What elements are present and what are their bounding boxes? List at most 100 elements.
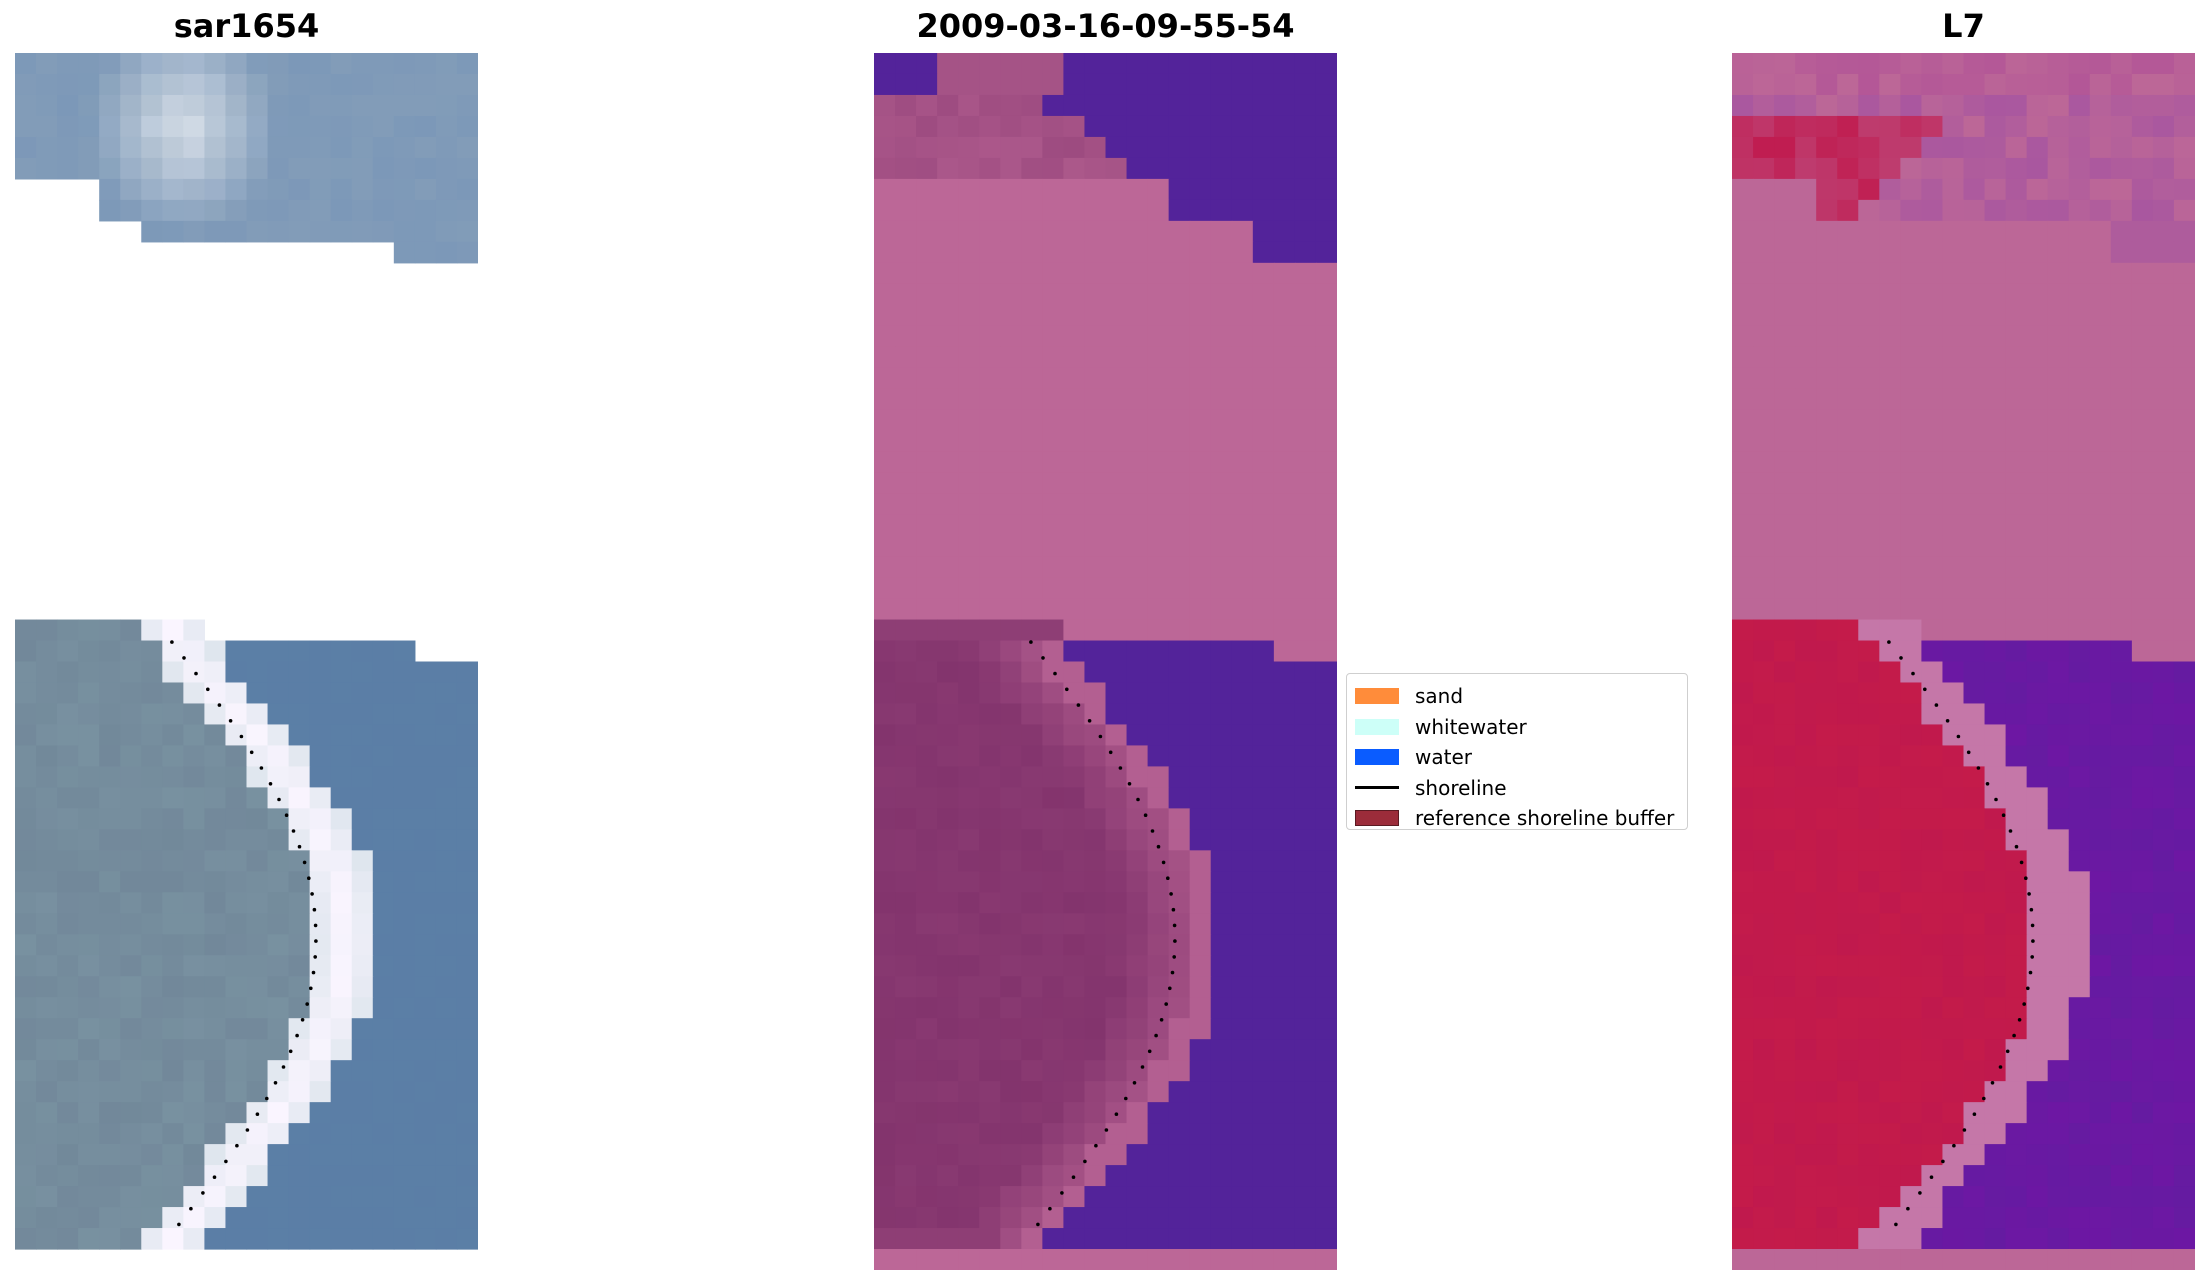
index-pixel — [2005, 115, 2028, 138]
rgb-pixel — [456, 745, 478, 768]
index-pixel — [2068, 1123, 2091, 1145]
rgb-pixel — [162, 1060, 184, 1082]
class-pixel — [1063, 892, 1086, 914]
rgb-pixel — [246, 1186, 269, 1208]
rgb-pixel — [267, 1060, 290, 1082]
index-pixel — [1921, 724, 1944, 747]
rgb-pixel — [351, 724, 374, 747]
index-pixel — [1879, 976, 1901, 998]
rgb-pixel — [456, 934, 478, 956]
index-pixel — [1795, 241, 1817, 264]
index-pixel — [1774, 724, 1796, 747]
class-pixel — [916, 1102, 938, 1124]
rgb-pixel — [288, 1186, 311, 1208]
class-pixel — [1252, 493, 1275, 516]
index-pixel — [1942, 682, 1965, 705]
class-pixel — [958, 640, 980, 663]
class-pixel — [1294, 346, 1317, 369]
index-pixel — [2026, 1123, 2049, 1145]
class-pixel — [937, 94, 959, 117]
class-pixel — [1147, 808, 1170, 830]
index-pixel — [1900, 325, 1923, 348]
shoreline-dot — [1159, 1018, 1164, 1022]
rgb-pixel — [57, 997, 79, 1019]
rgb-pixel — [225, 157, 248, 180]
class-pixel — [937, 577, 959, 600]
index-pixel — [2005, 409, 2028, 432]
index-pixel — [1774, 472, 1796, 495]
rgb-pixel — [309, 787, 332, 809]
index-pixel — [1837, 1123, 1859, 1145]
index-pixel — [1774, 262, 1796, 285]
class-pixel — [1000, 409, 1022, 432]
class-pixel — [1231, 850, 1254, 872]
index-pixel — [1858, 115, 1880, 138]
class-pixel — [895, 787, 917, 809]
index-pixel — [1816, 577, 1838, 600]
rgb-pixel — [288, 178, 311, 201]
rgb-pixel — [15, 934, 37, 956]
rgb-pixel — [456, 1165, 478, 1187]
index-pixel — [1753, 955, 1775, 977]
class-pixel — [916, 304, 938, 327]
index-pixel — [1879, 367, 1901, 390]
class-pixel — [1000, 241, 1022, 264]
class-pixel — [1168, 283, 1191, 306]
rgb-pixel — [246, 871, 269, 893]
class-pixel — [1063, 598, 1086, 621]
index-pixel — [2068, 598, 2091, 621]
class-pixel — [1252, 1165, 1275, 1187]
index-pixel — [1732, 1018, 1754, 1040]
rgb-pixel — [141, 1081, 163, 1103]
class-pixel — [1105, 1144, 1128, 1166]
rgb-pixel — [351, 955, 374, 977]
rgb-pixel — [267, 871, 290, 893]
index-pixel — [2089, 1144, 2112, 1166]
class-pixel — [1063, 703, 1086, 726]
class-pixel — [1210, 346, 1233, 369]
class-pixel — [1105, 640, 1128, 663]
rgb-pixel — [99, 640, 121, 663]
index-pixel — [1900, 409, 1923, 432]
class-pixel — [1168, 787, 1191, 809]
class-pixel — [874, 892, 896, 914]
rgb-pixel — [120, 619, 142, 642]
rgb-pixel — [309, 850, 332, 872]
rgb-pixel — [435, 53, 458, 75]
index-pixel — [2152, 220, 2175, 243]
index-pixel — [1942, 220, 1965, 243]
index-pixel — [1753, 703, 1775, 726]
class-pixel — [1105, 220, 1128, 243]
index-pixel — [2068, 682, 2091, 705]
class-pixel — [1105, 808, 1128, 830]
index-pixel — [2005, 430, 2028, 453]
class-pixel — [1084, 619, 1107, 642]
class-pixel — [979, 325, 1001, 348]
class-pixel — [874, 766, 896, 788]
rgb-pixel — [15, 976, 37, 998]
rgb-pixel — [141, 220, 163, 243]
index-pixel — [1795, 283, 1817, 306]
class-pixel — [1126, 1123, 1149, 1145]
rgb-pixel — [309, 766, 332, 788]
index-pixel — [2173, 1207, 2195, 1229]
class-pixel — [895, 1144, 917, 1166]
index-pixel — [1858, 1060, 1880, 1082]
index-pixel — [2110, 94, 2133, 117]
class-pixel — [895, 1060, 917, 1082]
index-pixel — [2068, 997, 2091, 1019]
rgb-pixel — [267, 220, 290, 243]
shoreline-dot — [1108, 750, 1113, 755]
class-pixel — [1189, 598, 1212, 621]
index-pixel — [1732, 367, 1754, 390]
index-pixel — [1921, 1144, 1944, 1166]
rgb-pixel — [351, 220, 374, 243]
rgb-pixel — [15, 1207, 37, 1229]
rgb-pixel — [414, 157, 437, 180]
class-pixel — [1126, 409, 1149, 432]
index-pixel — [1816, 913, 1838, 935]
rgb-pixel — [309, 94, 332, 117]
class-pixel — [937, 1165, 959, 1187]
index-pixel — [1795, 472, 1817, 495]
rgb-pixel — [393, 178, 416, 201]
